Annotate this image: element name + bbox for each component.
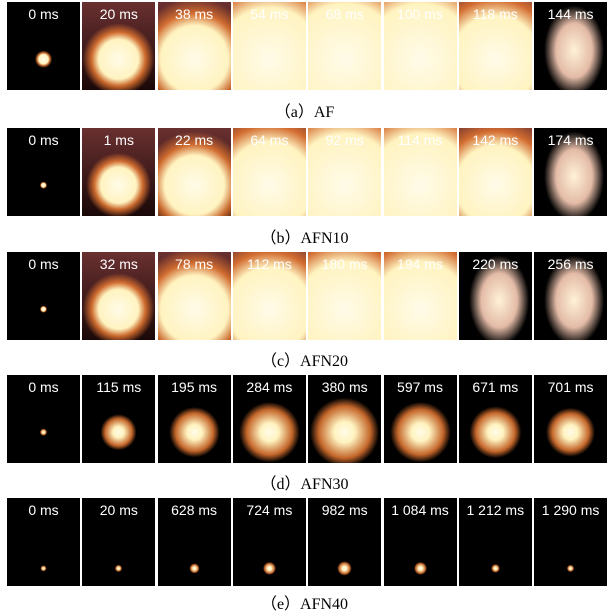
video-frame: 144 ms <box>534 2 608 90</box>
time-label: 20 ms <box>99 502 138 518</box>
time-label: 144 ms <box>547 6 594 22</box>
video-frame: 628 ms <box>157 498 231 586</box>
video-frame: 174 ms <box>534 128 608 216</box>
time-label: 195 ms <box>171 379 218 395</box>
time-label: 597 ms <box>397 379 443 395</box>
time-label: 256 ms <box>547 256 594 272</box>
video-frame: 194 ms <box>383 252 457 340</box>
video-frame: 114 ms <box>383 128 457 216</box>
time-label: 112 ms <box>246 256 292 272</box>
video-frame: 0 ms <box>7 252 80 340</box>
time-label: 20 ms <box>99 6 138 22</box>
time-label: 180 ms <box>321 256 368 272</box>
time-label: 114 ms <box>397 132 443 148</box>
video-frame: 1 ms <box>82 128 156 216</box>
time-label: 1 290 ms <box>541 502 600 518</box>
video-frame: 54 ms <box>232 2 306 90</box>
video-frame: 115 ms <box>82 375 156 463</box>
time-label: 724 ms <box>246 502 293 518</box>
video-frame: 0 ms <box>7 2 80 90</box>
time-label: 0 ms <box>28 6 59 22</box>
time-label: 982 ms <box>321 502 368 518</box>
time-label: 628 ms <box>171 502 218 518</box>
video-frame: 32 ms <box>82 252 156 340</box>
video-frame: 284 ms <box>232 375 306 463</box>
time-label: 78 ms <box>175 256 214 272</box>
caption: （d）AFN30 <box>260 476 349 493</box>
caption: （e）AFN40 <box>260 596 349 613</box>
video-frame: 256 ms <box>534 252 608 340</box>
video-frame: 180 ms <box>308 252 382 340</box>
time-label: 64 ms <box>250 132 289 148</box>
time-label: 92 ms <box>325 132 364 148</box>
video-frame: 0 ms <box>7 375 80 463</box>
time-label: 1 ms <box>103 132 134 148</box>
time-label: 118 ms <box>472 6 518 22</box>
time-label: 0 ms <box>28 256 59 272</box>
caption: （b）AFN10 <box>260 230 349 247</box>
caption: （a）AF <box>274 104 335 121</box>
video-frame: 1 084 ms <box>383 498 457 586</box>
time-label: 0 ms <box>28 379 59 395</box>
time-label: 701 ms <box>547 379 594 395</box>
video-frame: 64 ms <box>232 128 306 216</box>
video-frame: 92 ms <box>308 128 382 216</box>
video-frame: 20 ms <box>82 2 156 90</box>
time-label: 54 ms <box>250 6 289 22</box>
caption: （c）AFN20 <box>260 353 349 370</box>
time-label: 671 ms <box>472 379 519 395</box>
video-frame: 100 ms <box>383 2 457 90</box>
time-label: 115 ms <box>96 379 142 395</box>
time-label: 174 ms <box>547 132 594 148</box>
time-label: 38 ms <box>175 6 214 22</box>
time-label: 1 212 ms <box>466 502 525 518</box>
time-label: 220 ms <box>472 256 519 272</box>
video-frame: 671 ms <box>458 375 532 463</box>
time-label: 284 ms <box>246 379 293 395</box>
time-label: 0 ms <box>28 132 59 148</box>
video-frame: 1 212 ms <box>458 498 532 586</box>
video-frame: 220 ms <box>458 252 532 340</box>
time-label: 0 ms <box>28 502 59 518</box>
time-label: 32 ms <box>99 256 138 272</box>
video-frame: 68 ms <box>308 2 382 90</box>
video-frame: 118 ms <box>458 2 532 90</box>
video-frame: 112 ms <box>232 252 306 340</box>
time-label: 142 ms <box>472 132 519 148</box>
video-frame: 0 ms <box>7 498 80 586</box>
time-label: 1 084 ms <box>391 502 449 518</box>
video-frame: 982 ms <box>308 498 382 586</box>
video-frame: 380 ms <box>308 375 382 463</box>
video-frame: 724 ms <box>232 498 306 586</box>
time-label: 380 ms <box>321 379 368 395</box>
video-frame: 597 ms <box>383 375 457 463</box>
video-frame: 78 ms <box>157 252 231 340</box>
video-frame: 1 290 ms <box>534 498 608 586</box>
time-label: 22 ms <box>175 132 214 148</box>
video-frame: 20 ms <box>82 498 156 586</box>
video-frame: 38 ms <box>157 2 231 90</box>
time-label: 100 ms <box>397 6 443 22</box>
time-label: 194 ms <box>397 256 443 272</box>
video-frame: 142 ms <box>458 128 532 216</box>
video-frame: 701 ms <box>534 375 608 463</box>
video-frame: 0 ms <box>7 128 80 216</box>
video-frame: 195 ms <box>157 375 231 463</box>
video-frame: 22 ms <box>157 128 231 216</box>
time-label: 68 ms <box>325 6 364 22</box>
